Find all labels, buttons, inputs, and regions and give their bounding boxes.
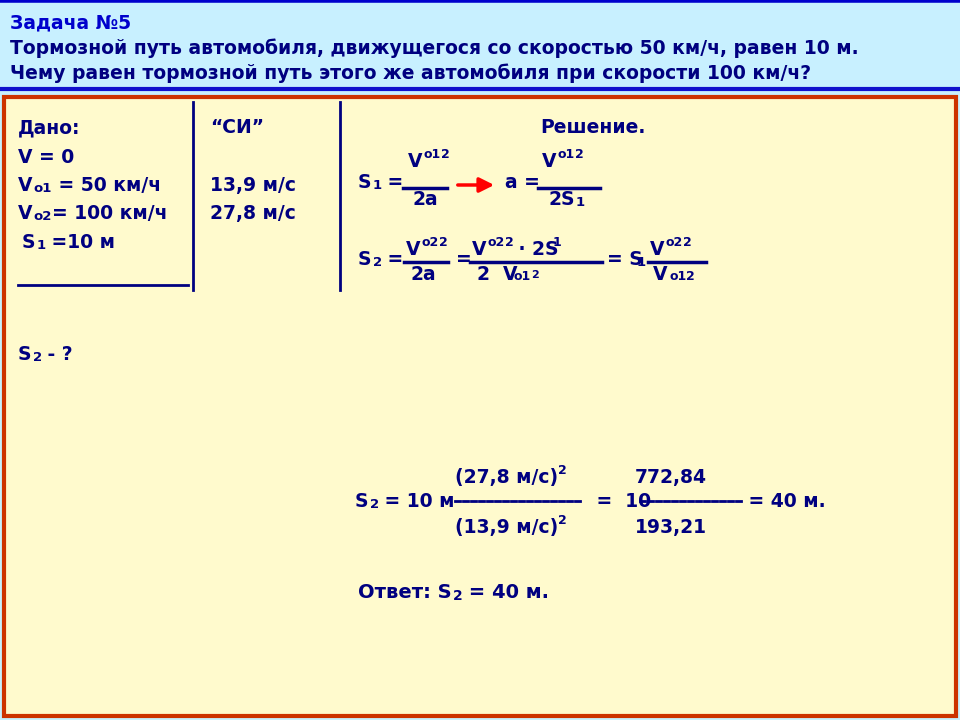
Text: S: S bbox=[358, 250, 372, 269]
Text: о1: о1 bbox=[424, 148, 442, 161]
Text: 1: 1 bbox=[576, 196, 586, 209]
Text: 2: 2 bbox=[370, 498, 379, 511]
Text: о2: о2 bbox=[488, 236, 505, 249]
Bar bbox=[4, 97, 956, 716]
Text: S: S bbox=[358, 173, 372, 192]
Text: 2: 2 bbox=[33, 351, 42, 364]
Text: а =: а = bbox=[505, 173, 540, 192]
Text: - ?: - ? bbox=[41, 345, 73, 364]
Text: о2: о2 bbox=[33, 210, 52, 223]
Text: 2: 2 bbox=[439, 236, 447, 249]
Text: 2: 2 bbox=[373, 256, 382, 269]
Text: 772,84: 772,84 bbox=[635, 468, 707, 487]
Text: 2: 2 bbox=[531, 270, 539, 280]
Text: = 100 км/ч: = 100 км/ч bbox=[52, 204, 167, 223]
Text: 2: 2 bbox=[558, 514, 566, 527]
Text: о2: о2 bbox=[422, 236, 440, 249]
Text: · 2S: · 2S bbox=[512, 240, 559, 259]
Text: =10 м: =10 м bbox=[45, 233, 115, 252]
Bar bbox=[0, 0, 960, 93]
Text: Решение.: Решение. bbox=[540, 118, 645, 137]
Text: 1: 1 bbox=[373, 179, 382, 192]
Text: о1: о1 bbox=[669, 270, 686, 283]
Text: V = 0: V = 0 bbox=[18, 148, 74, 167]
Text: =: = bbox=[381, 173, 403, 192]
Text: (13,9 м/с): (13,9 м/с) bbox=[455, 518, 559, 537]
Text: о1: о1 bbox=[514, 270, 531, 283]
Text: = 40 м.: = 40 м. bbox=[742, 492, 826, 511]
Text: (27,8 м/с): (27,8 м/с) bbox=[455, 468, 558, 487]
Text: = S: = S bbox=[607, 250, 643, 269]
Text: S: S bbox=[18, 345, 32, 364]
Text: V: V bbox=[408, 152, 422, 171]
Text: S: S bbox=[22, 233, 36, 252]
Text: = 10 м: = 10 м bbox=[378, 492, 454, 511]
Text: V: V bbox=[650, 240, 664, 259]
Text: 1: 1 bbox=[637, 256, 646, 269]
Text: о1: о1 bbox=[558, 148, 575, 161]
Text: V: V bbox=[406, 240, 420, 259]
Text: =: = bbox=[381, 250, 403, 269]
Text: 2: 2 bbox=[683, 236, 692, 249]
Text: 2: 2 bbox=[575, 148, 584, 161]
Text: 2: 2 bbox=[441, 148, 449, 161]
Text: 13,9 м/с: 13,9 м/с bbox=[210, 176, 296, 195]
Text: Чему равен тормозной путь этого же автомобиля при скорости 100 км/ч?: Чему равен тормозной путь этого же автом… bbox=[10, 63, 811, 83]
Text: 2: 2 bbox=[686, 270, 695, 283]
Text: 27,8 м/с: 27,8 м/с bbox=[210, 204, 296, 223]
Text: V: V bbox=[18, 176, 33, 195]
Text: V: V bbox=[542, 152, 557, 171]
Text: =: = bbox=[456, 250, 471, 269]
Text: Задача №5: Задача №5 bbox=[10, 13, 132, 32]
Text: Дано:: Дано: bbox=[18, 118, 81, 137]
Text: о2: о2 bbox=[666, 236, 684, 249]
Text: “СИ”: “СИ” bbox=[210, 118, 264, 137]
Text: 1: 1 bbox=[37, 239, 46, 252]
Text: = 40 м.: = 40 м. bbox=[462, 583, 549, 602]
Text: 1: 1 bbox=[553, 236, 562, 249]
Text: 2S: 2S bbox=[549, 190, 575, 209]
Text: о1: о1 bbox=[33, 182, 52, 195]
Text: 2: 2 bbox=[505, 236, 514, 249]
Text: 193,21: 193,21 bbox=[635, 518, 707, 537]
Text: S: S bbox=[355, 492, 369, 511]
Text: 2а: 2а bbox=[412, 190, 438, 209]
Text: V: V bbox=[18, 204, 33, 223]
Text: V: V bbox=[653, 265, 667, 284]
Text: = 50 км/ч: = 50 км/ч bbox=[52, 176, 161, 195]
Text: 2а: 2а bbox=[410, 265, 436, 284]
Text: 2  V: 2 V bbox=[477, 265, 517, 284]
Text: 2: 2 bbox=[453, 589, 463, 603]
Text: Ответ: S: Ответ: S bbox=[358, 583, 451, 602]
Text: V: V bbox=[472, 240, 487, 259]
Text: =  10: = 10 bbox=[590, 492, 651, 511]
Text: 2: 2 bbox=[558, 464, 566, 477]
Text: Тормозной путь автомобиля, движущегося со скоростью 50 км/ч, равен 10 м.: Тормозной путь автомобиля, движущегося с… bbox=[10, 38, 858, 58]
